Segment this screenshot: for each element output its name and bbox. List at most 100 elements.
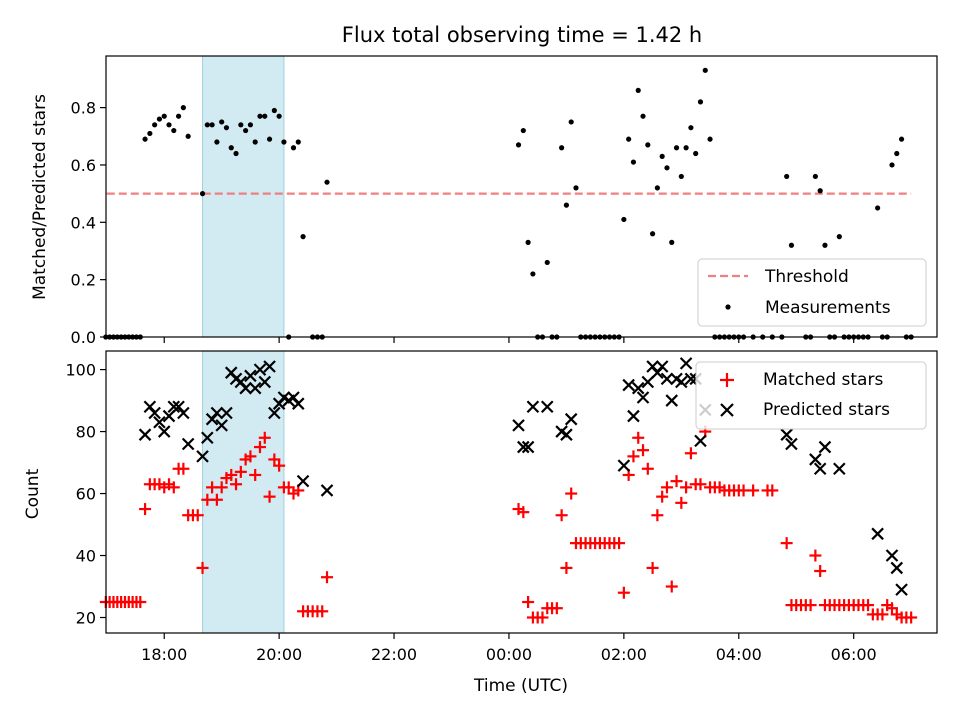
predicted-star-point	[564, 412, 578, 426]
x-tick-label: 18:00	[141, 645, 187, 664]
predicted-star-point	[780, 428, 793, 441]
matched-star-point	[244, 450, 257, 463]
matched-star-point	[196, 561, 209, 574]
matched-star-point	[632, 431, 645, 444]
predicted-star-point	[833, 462, 846, 476]
matched-star-point	[665, 580, 678, 593]
measurement-point	[697, 99, 704, 105]
x-axis-label: Time (UTC)	[473, 676, 568, 696]
measurement-point	[635, 87, 641, 94]
matched-star-point	[680, 481, 693, 494]
predicted-star-point	[153, 415, 166, 429]
matched-star-point	[282, 481, 295, 494]
predicted-star-point	[157, 425, 171, 438]
matched-star-point	[613, 537, 626, 550]
matched-star-point	[670, 475, 683, 488]
matched-star-point	[273, 459, 286, 472]
predicted-star-point	[167, 400, 181, 414]
measurement-point	[290, 145, 297, 151]
predicted-star-point	[675, 375, 688, 389]
predicted-star-point	[253, 363, 267, 376]
matched-star-point	[210, 493, 223, 506]
top-y-tick-label: 0.0	[71, 328, 96, 347]
top-y-tick-label: 0.8	[71, 99, 96, 118]
matched-star-point	[316, 605, 329, 618]
top-shaded-span	[202, 55, 285, 338]
measurement-point	[257, 113, 263, 119]
matched-star-point	[215, 481, 228, 494]
predicted-star-point	[215, 419, 228, 432]
predicted-star-point	[636, 391, 650, 404]
predicted-star-point	[258, 375, 272, 389]
measurement-point	[693, 150, 699, 157]
measurement-point	[688, 125, 694, 131]
predicted-star-point	[248, 381, 262, 395]
measurement-point	[626, 136, 632, 142]
x-tick-label: 22:00	[371, 645, 417, 664]
matched-star-point	[809, 549, 822, 562]
measurement-point	[654, 185, 660, 191]
measurement-point	[233, 150, 239, 157]
measurement-point	[175, 113, 182, 119]
predicted-star-point	[809, 453, 822, 466]
predicted-star-point	[239, 381, 252, 395]
measurement-point	[630, 159, 637, 165]
matched-star-point	[780, 537, 793, 550]
matched-star-point	[814, 565, 827, 578]
measurement-point	[152, 122, 158, 128]
predicted-star-point	[220, 406, 233, 420]
measurement-point	[209, 122, 215, 128]
bottom-x-ticks: 18:00 20:00 22:00 00:00 02:00 04:00 06:00	[141, 633, 877, 664]
bottom-legend: Matched stars Predicted stars	[695, 361, 927, 430]
bottom-shaded-span	[202, 350, 285, 634]
measurement-point	[894, 150, 900, 157]
measurement-point	[271, 107, 277, 114]
measurement-point	[530, 271, 536, 277]
predicted-star-point	[895, 583, 908, 596]
matched-star-point	[656, 490, 669, 503]
predicted-star-point	[512, 419, 525, 432]
matched-star-point	[675, 496, 688, 509]
measurement-point	[228, 145, 234, 151]
legend-matched-label: Matched stars	[763, 370, 883, 390]
matched-star-point	[177, 462, 190, 475]
measurement-point	[295, 139, 301, 145]
predicted-star-point	[521, 440, 535, 454]
matched-star-point	[167, 481, 180, 494]
matched-star-point	[536, 611, 549, 624]
measurement-point	[817, 188, 823, 194]
top-legend: Threshold Measurements	[697, 258, 927, 327]
predicted-star-point	[617, 459, 631, 472]
predicted-star-point	[268, 406, 281, 420]
measurement-point	[702, 67, 708, 73]
measurement-point	[673, 145, 680, 151]
measurement-point	[563, 202, 570, 208]
legend-predicted-swatch	[720, 403, 734, 417]
matched-star-point	[627, 450, 640, 463]
predicted-star-point	[263, 360, 276, 373]
measurement-point	[525, 239, 531, 245]
measurement-point	[281, 139, 287, 145]
matched-star-point	[522, 596, 535, 609]
matched-star-point	[225, 468, 238, 481]
matched-star-point	[885, 602, 898, 615]
matched-star-point	[230, 478, 243, 491]
predicted-star-point	[526, 400, 540, 414]
measurement-point	[659, 153, 665, 159]
legend-measurements-swatch	[725, 304, 731, 310]
x-tick-label: 00:00	[486, 645, 532, 664]
matched-star-point	[249, 468, 262, 481]
measurement-point	[784, 173, 790, 180]
predicted-star-point	[540, 400, 554, 414]
bottom-axes-frame	[105, 350, 938, 634]
matched-star-point	[766, 484, 779, 497]
predicted-star-point	[631, 381, 645, 395]
measurement-point	[324, 179, 330, 185]
bottom-legend-box	[695, 361, 927, 430]
measurement-point	[898, 136, 905, 142]
matched-star-point	[134, 596, 147, 609]
predicted-star-point	[148, 406, 161, 420]
predicted-star-point	[818, 440, 832, 454]
matched-star-point	[321, 571, 334, 584]
